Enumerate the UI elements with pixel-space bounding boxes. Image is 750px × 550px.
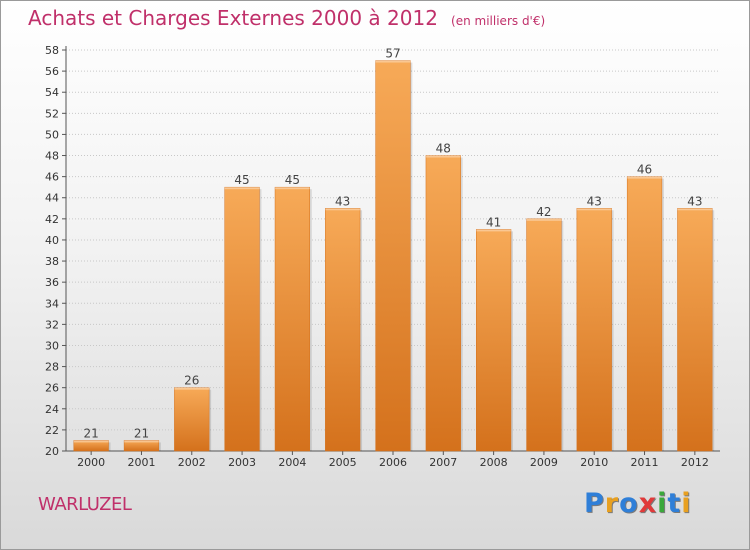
y-tick-label: 48	[45, 150, 59, 163]
x-tick-label: 2011	[631, 456, 659, 469]
y-tick-label: 42	[45, 213, 59, 226]
logo-letter: i	[657, 488, 668, 519]
bar-highlight	[627, 176, 662, 179]
y-tick-label: 50	[45, 128, 59, 141]
bar-highlight	[677, 208, 713, 211]
data-label: 26	[184, 374, 199, 388]
data-label: 41	[486, 215, 501, 229]
data-label: 46	[637, 163, 652, 177]
logo-letter: x	[638, 488, 658, 519]
y-tick-label: 20	[45, 445, 59, 458]
x-tick-label: 2009	[530, 456, 558, 469]
data-label: 21	[134, 426, 149, 440]
logo-letter: o	[619, 488, 639, 519]
bar-highlight	[526, 218, 562, 221]
bar	[274, 186, 310, 452]
x-tick-label: 2008	[480, 456, 508, 469]
bar	[677, 208, 713, 452]
data-label: 43	[335, 194, 350, 208]
x-tick-label: 2002	[178, 456, 206, 469]
bar	[123, 440, 160, 452]
bar-highlight	[174, 387, 210, 390]
y-tick-label: 26	[45, 382, 59, 395]
data-label: 45	[285, 173, 300, 187]
data-labels: 21 21 26 45 45 43 57 48 41 42 43 46 43	[84, 47, 703, 441]
x-tick-label: 2005	[329, 456, 357, 469]
y-tick-label: 58	[45, 44, 59, 57]
y-tick-label: 52	[45, 107, 59, 120]
bar	[224, 186, 260, 452]
y-tick-label: 56	[45, 65, 59, 78]
y-tick-label: 34	[45, 297, 59, 310]
y-tick-label: 24	[45, 403, 59, 416]
y-tick-label: 22	[45, 424, 59, 437]
bar	[325, 208, 361, 452]
bar-highlight	[73, 440, 109, 443]
proxiti-logo[interactable]: Proxiti	[584, 488, 692, 519]
y-tick-label: 28	[45, 361, 59, 374]
x-tick-label: 2007	[429, 456, 457, 469]
bar-highlight	[375, 60, 411, 63]
bar	[73, 440, 109, 452]
bar	[626, 176, 663, 452]
data-label: 45	[234, 173, 249, 187]
logo-letter: P	[584, 488, 605, 519]
bar-highlight	[224, 187, 260, 190]
bar-highlight	[124, 440, 159, 443]
bar	[526, 218, 562, 452]
bar	[375, 60, 411, 452]
bar	[576, 208, 612, 452]
bar-highlight	[275, 187, 310, 190]
bar-highlight	[476, 229, 511, 232]
bar	[174, 387, 210, 452]
y-tick-label: 40	[45, 234, 59, 247]
data-label: 21	[84, 426, 99, 440]
chart-title: Achats et Charges Externes 2000 à 2012 (…	[28, 6, 545, 30]
bar	[425, 155, 461, 452]
logo-letter: i	[681, 488, 692, 519]
y-tick-label: 46	[45, 171, 59, 184]
x-tick-label: 2001	[127, 456, 155, 469]
x-tick-label: 2006	[379, 456, 407, 469]
data-label: 48	[436, 142, 451, 156]
x-tick-label: 2010	[580, 456, 608, 469]
y-tick-label: 36	[45, 276, 59, 289]
y-tick-label: 30	[45, 339, 59, 352]
commune-name: WARLUZEL	[38, 494, 132, 515]
bar-highlight	[425, 155, 461, 158]
y-tick-label: 32	[45, 318, 59, 331]
bar-highlight	[325, 208, 361, 211]
y-tick-label: 54	[45, 86, 59, 99]
bar	[476, 229, 512, 452]
chart-title-text: Achats et Charges Externes 2000 à 2012	[28, 6, 438, 30]
bar-highlight	[576, 208, 612, 211]
bar-chart: 20 22 24 26 28 30 32 34 36 38 40 42 44 46 48 50 52 54 56 58…	[45, 44, 720, 469]
x-tick-label: 2004	[278, 456, 306, 469]
data-label: 43	[587, 194, 602, 208]
logo-letter: t	[667, 488, 682, 519]
y-tick-label: 38	[45, 255, 59, 268]
chart-unit-text: (en milliers d'€)	[451, 14, 546, 28]
x-tick-label: 2003	[228, 456, 256, 469]
x-tick-label: 2012	[681, 456, 709, 469]
data-label: 42	[536, 205, 551, 219]
logo-letter: r	[604, 488, 620, 519]
x-tick-label: 2000	[77, 456, 105, 469]
bars	[73, 60, 715, 452]
y-tick-label: 44	[45, 192, 59, 205]
data-label: 43	[687, 194, 702, 208]
data-label: 57	[385, 47, 400, 61]
